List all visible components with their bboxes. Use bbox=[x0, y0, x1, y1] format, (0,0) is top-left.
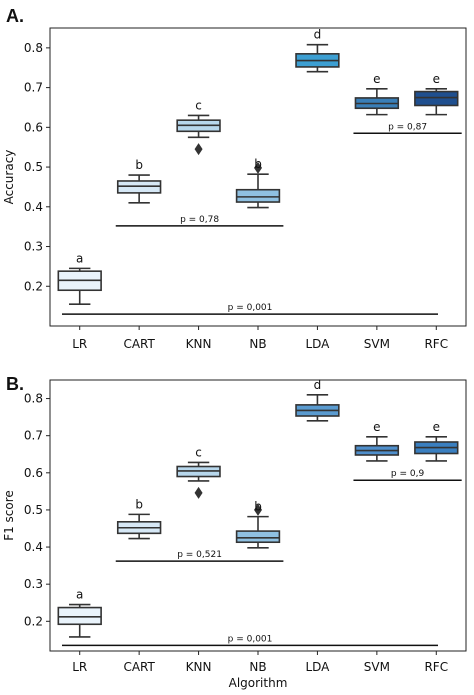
y-tick-label: 0.7 bbox=[24, 81, 43, 95]
y-axis-label: Accuracy bbox=[2, 150, 16, 205]
x-tick-label: SVM bbox=[364, 660, 390, 674]
x-tick-label: LR bbox=[72, 337, 87, 351]
y-tick-label: 0.2 bbox=[24, 614, 43, 628]
x-tick-label: SVM bbox=[364, 337, 390, 351]
x-axis-label: Algorithm bbox=[229, 676, 288, 690]
box bbox=[57, 606, 102, 626]
box bbox=[235, 188, 281, 203]
p-value-label: p = 0,87 bbox=[388, 122, 427, 132]
x-tick-label: RFC bbox=[424, 660, 448, 674]
p-value-label: p = 0,001 bbox=[228, 303, 273, 313]
outlier-point bbox=[254, 161, 262, 174]
significance-letter: a bbox=[76, 251, 83, 265]
p-value-label: p = 0,78 bbox=[180, 215, 219, 225]
y-tick-label: 0.5 bbox=[24, 503, 43, 517]
significance-letter: d bbox=[314, 378, 322, 392]
p-value-label: p = 0,521 bbox=[177, 550, 222, 560]
box bbox=[414, 90, 459, 107]
y-tick-label: 0.5 bbox=[24, 160, 43, 174]
p-value-label: p = 0,9 bbox=[391, 469, 425, 479]
x-tick-label: LDA bbox=[305, 337, 330, 351]
outlier-point bbox=[194, 143, 203, 156]
panel-label: B. bbox=[6, 374, 24, 394]
x-tick-label: NB bbox=[249, 660, 266, 674]
x-tick-label: CART bbox=[123, 337, 155, 351]
y-axis-label: F1 score bbox=[2, 490, 16, 541]
y-tick-label: 0.3 bbox=[24, 577, 43, 591]
y-tick-label: 0.8 bbox=[24, 392, 43, 406]
significance-letter: e bbox=[373, 420, 380, 434]
significance-letter: c bbox=[195, 445, 202, 459]
significance-letter: c bbox=[195, 98, 202, 112]
significance-letter: e bbox=[433, 72, 440, 86]
significance-letter: e bbox=[433, 420, 440, 434]
y-tick-label: 0.6 bbox=[24, 120, 43, 134]
panel-label: A. bbox=[6, 6, 24, 26]
y-tick-label: 0.2 bbox=[24, 279, 43, 293]
significance-letter: a bbox=[76, 588, 83, 602]
x-tick-label: KNN bbox=[186, 337, 212, 351]
box bbox=[235, 530, 281, 544]
outlier-point bbox=[194, 486, 203, 499]
y-tick-label: 0.8 bbox=[24, 41, 43, 55]
y-tick-label: 0.7 bbox=[24, 429, 43, 443]
significance-letter: e bbox=[373, 72, 380, 86]
x-tick-label: RFC bbox=[424, 337, 448, 351]
y-tick-label: 0.3 bbox=[24, 240, 43, 254]
x-tick-label: LDA bbox=[305, 660, 330, 674]
p-value-label: p = 0,001 bbox=[228, 634, 273, 644]
y-tick-label: 0.4 bbox=[24, 200, 43, 214]
x-tick-label: LR bbox=[72, 660, 87, 674]
x-tick-label: KNN bbox=[186, 660, 212, 674]
significance-letter: d bbox=[314, 28, 322, 42]
significance-letter: b bbox=[254, 500, 262, 514]
x-tick-label: CART bbox=[123, 660, 155, 674]
outlier-point bbox=[254, 503, 262, 516]
x-tick-label: NB bbox=[249, 337, 266, 351]
y-tick-label: 0.4 bbox=[24, 540, 43, 554]
y-tick-label: 0.6 bbox=[24, 466, 43, 480]
significance-letter: b bbox=[135, 158, 143, 172]
significance-letter: b bbox=[135, 497, 143, 511]
significance-letter: b bbox=[254, 157, 262, 171]
